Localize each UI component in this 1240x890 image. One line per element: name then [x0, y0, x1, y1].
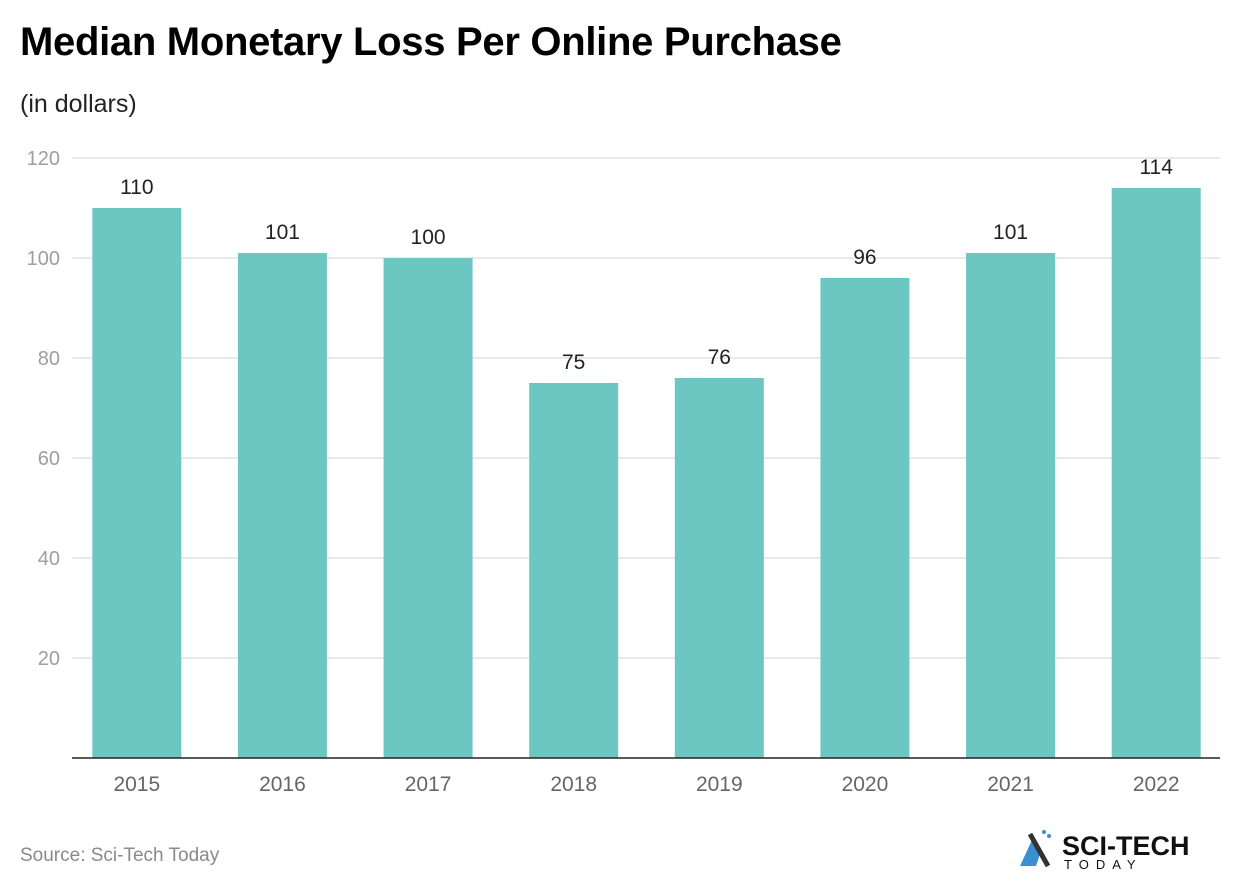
y-tick-label: 100 [27, 248, 60, 270]
sci-tech-today-logo: SCI-TECH TODAY [1020, 830, 1190, 872]
x-tick-label: 2020 [842, 773, 889, 796]
x-tick-label: 2019 [696, 773, 743, 796]
y-tick-label: 20 [38, 648, 60, 670]
y-tick-label: 40 [38, 548, 60, 570]
data-label: 76 [708, 346, 731, 369]
y-tick-label: 60 [38, 448, 60, 470]
data-label: 101 [993, 221, 1028, 244]
bar-2022 [1111, 188, 1201, 758]
svg-text:SCI-TECH: SCI-TECH [1062, 831, 1190, 861]
y-tick-label: 80 [38, 348, 60, 370]
x-tick-label: 2015 [113, 773, 160, 796]
x-tick-label: 2021 [987, 773, 1034, 796]
data-label: 100 [411, 226, 446, 249]
x-tick-label: 2017 [405, 773, 452, 796]
bar-2019 [674, 378, 764, 758]
bar-2017 [383, 258, 473, 758]
y-tick-label: 120 [27, 148, 60, 170]
data-label: 110 [120, 176, 153, 199]
bar-2015 [92, 208, 182, 758]
data-label: 101 [265, 221, 300, 244]
source-note: Source: Sci-Tech Today [20, 845, 220, 866]
x-tick-label: 2016 [259, 773, 306, 796]
x-tick-label: 2022 [1133, 773, 1180, 796]
data-label: 114 [1139, 156, 1173, 179]
bar-2018 [529, 383, 619, 758]
bar-2021 [966, 253, 1056, 758]
data-label: 96 [853, 246, 876, 269]
bar-2016 [237, 253, 327, 758]
bar-2020 [820, 278, 910, 758]
svg-text:TODAY: TODAY [1064, 857, 1143, 872]
data-label: 75 [562, 351, 585, 374]
x-tick-label: 2018 [550, 773, 597, 796]
chart-subtitle: (in dollars) [20, 90, 137, 118]
chart-title: Median Monetary Loss Per Online Purchase [20, 20, 842, 64]
